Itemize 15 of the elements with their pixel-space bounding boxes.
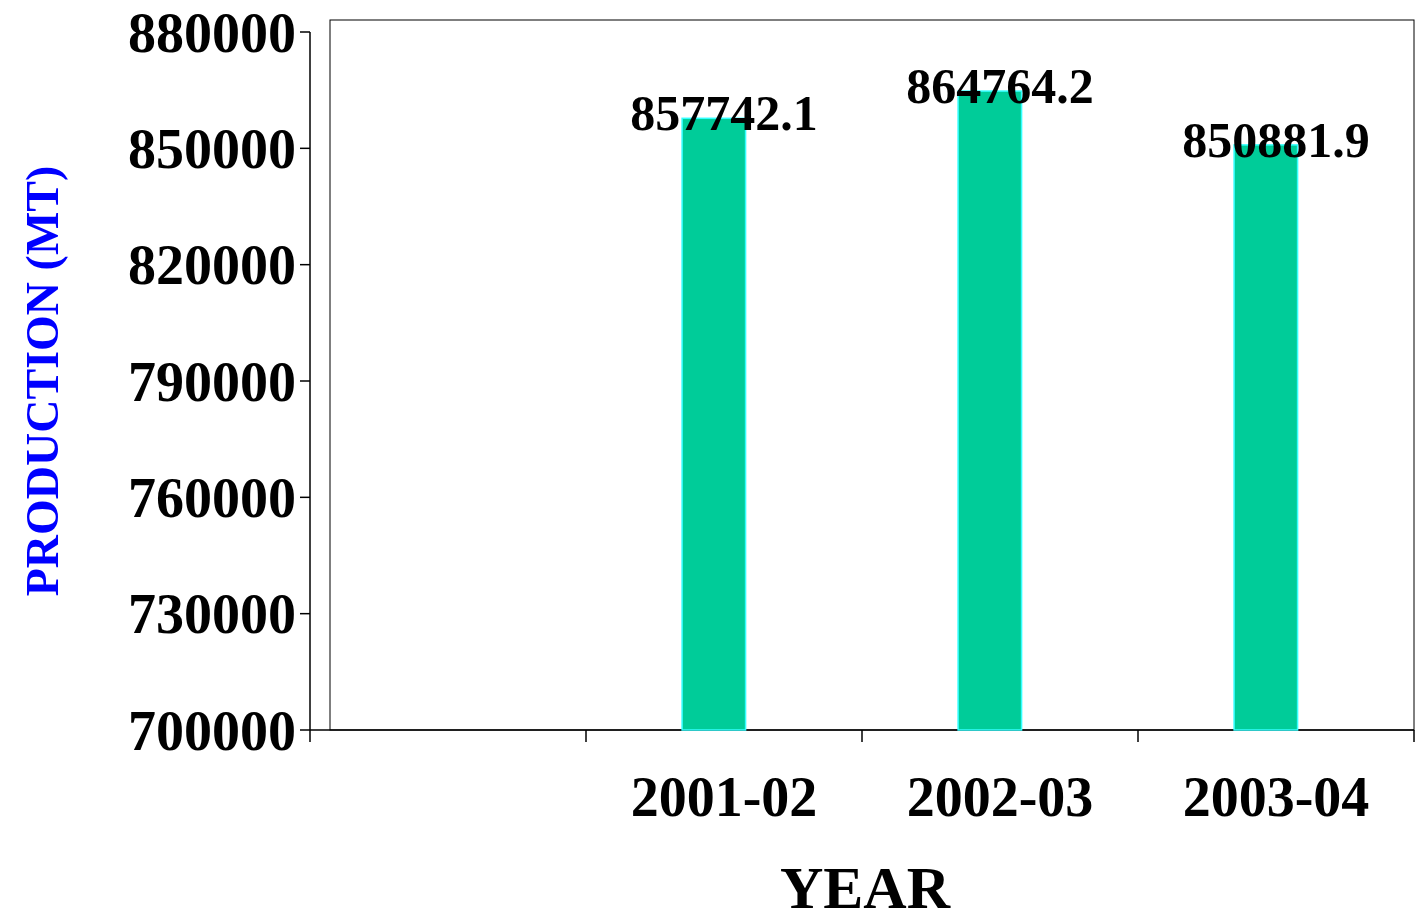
y-tick-label: 850000 xyxy=(128,117,296,180)
y-tick-label: 880000 xyxy=(128,1,296,64)
y-axis-title: PRODUCTION (MT) xyxy=(17,165,68,597)
data-label: 857742.1 xyxy=(630,85,818,142)
y-tick-label: 820000 xyxy=(128,234,296,297)
x-tick-label: 2002-03 xyxy=(906,766,1094,828)
x-tick-label: 2001-02 xyxy=(630,766,818,828)
data-label: 864764.2 xyxy=(906,58,1094,115)
y-tick-label: 760000 xyxy=(128,466,296,529)
y-tick-label: 700000 xyxy=(128,699,296,762)
x-tick-label: 2003-04 xyxy=(1182,766,1370,828)
y-tick-label: 730000 xyxy=(128,583,296,646)
x-axis-title: YEAR xyxy=(779,855,951,920)
data-label: 850881.9 xyxy=(1182,111,1370,168)
y-tick-label: 790000 xyxy=(128,350,296,413)
